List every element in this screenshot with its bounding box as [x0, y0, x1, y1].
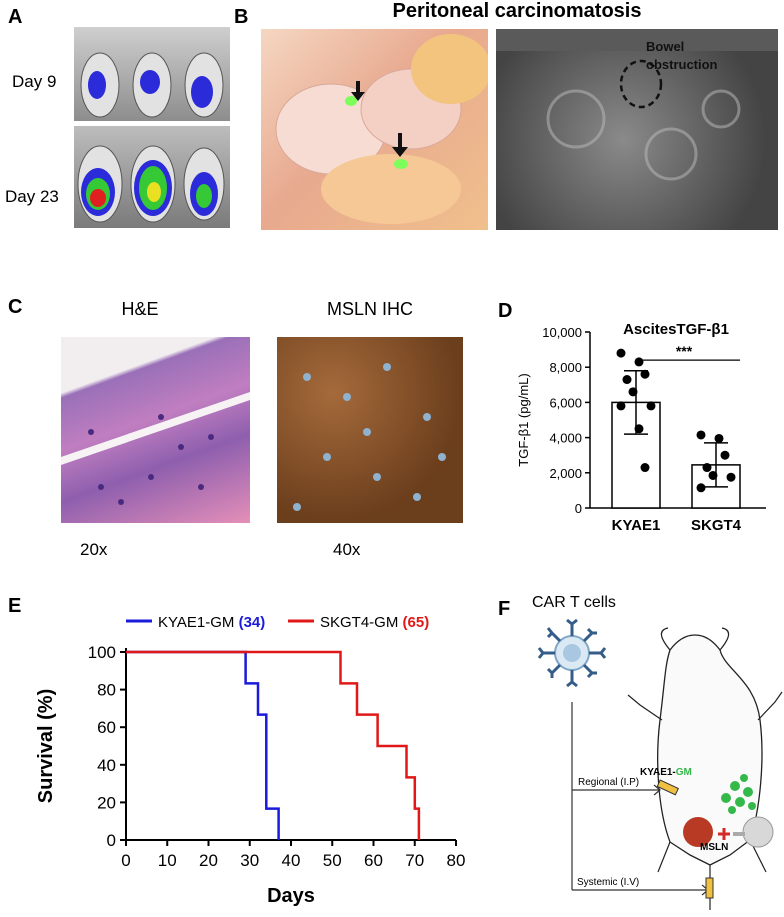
- y-axis-label: TGF-β1 (pg/mL): [516, 373, 531, 466]
- regional-label: Regional (I.P): [578, 777, 640, 788]
- chart-title: AscitesTGF-β1: [623, 321, 729, 338]
- abdominal-photo-drawing: [275, 34, 488, 224]
- he-stain-image: [61, 337, 250, 523]
- ultrasound-image: Bowel obstruction: [496, 29, 778, 230]
- survival-curve: [126, 650, 280, 840]
- day9-label: Day 9: [12, 72, 57, 91]
- car-t-schematic: [537, 618, 783, 910]
- significance-label: ***: [676, 343, 693, 359]
- day9-mice-image: [74, 27, 230, 121]
- y-axis-label: Survival (%): [35, 689, 57, 803]
- y-tick-label: 80: [97, 681, 116, 700]
- data-point: [702, 463, 712, 473]
- x-tick-label: 30: [240, 851, 259, 870]
- panel-b-title: Peritoneal carcinomatosis: [392, 0, 642, 22]
- ultrasound-drawing: [496, 29, 778, 181]
- x-tick-label: 10: [158, 851, 177, 870]
- y-tick-label: 100: [88, 643, 116, 662]
- mouse-outline: [627, 627, 783, 910]
- x-category-label: KYAE1: [612, 517, 661, 534]
- y-tick-label: 20: [97, 793, 116, 812]
- he-title: H&E: [121, 299, 159, 319]
- bowel-obstruction-label: Bowel obstruction: [646, 38, 718, 74]
- data-point: [634, 424, 644, 434]
- abdominal-photo: [261, 29, 488, 230]
- x-axis-label: Days: [267, 885, 315, 907]
- tumor-icon: [683, 817, 713, 847]
- data-point: [708, 470, 718, 480]
- survival-curve: [126, 650, 421, 840]
- y-tick-label: 2,000: [549, 466, 582, 481]
- y-tick-label: 0: [575, 501, 582, 516]
- panel-c-letter: C: [8, 296, 23, 318]
- x-tick-label: 0: [121, 851, 130, 870]
- kyae1-gm-label: KYAE1-GM: [640, 767, 692, 778]
- msln-ihc-drawing: [293, 363, 446, 511]
- kyae1-prefix: KYAE1-: [640, 767, 676, 778]
- legend-label: SKGT4-GM (65): [320, 614, 429, 631]
- msln-ihc-title: MSLN IHC: [326, 299, 413, 319]
- ihc-magnification: 40x: [333, 540, 361, 559]
- survival-chart: 0 20 40 60 80 100 0 10 20 30 40 50 60 70 80 Days Surviva…: [35, 614, 466, 907]
- he-magnification: 20x: [80, 540, 108, 559]
- data-point: [616, 401, 626, 411]
- annotation-line-2: obstruction: [646, 57, 718, 72]
- day9-mice-drawing: [80, 52, 224, 118]
- day23-label: Day 23: [5, 187, 59, 206]
- legend-median: (65): [403, 614, 430, 631]
- y-tick-label: 6,000: [549, 395, 582, 410]
- legend-median: (34): [239, 614, 266, 631]
- day23-mice-image: [74, 126, 230, 228]
- data-point: [720, 450, 730, 460]
- y-tick-label: 10,000: [542, 325, 582, 340]
- day23-mice-drawing: [77, 145, 225, 223]
- panel-e-letter: E: [8, 595, 22, 617]
- msln-label: MSLN: [700, 842, 729, 853]
- panel-f-letter: F: [498, 598, 511, 620]
- data-point: [634, 357, 644, 367]
- data-point: [622, 375, 632, 385]
- panel-b-letter: B: [234, 6, 249, 28]
- plus-icon: [718, 828, 730, 840]
- legend-series-name: KYAE1-GM: [158, 614, 239, 631]
- x-tick-label: 60: [364, 851, 383, 870]
- gm-suffix: GM: [675, 767, 692, 778]
- systemic-label: Systemic (I.V): [577, 877, 640, 888]
- y-tick-label: 8,000: [549, 360, 582, 375]
- data-point: [628, 387, 638, 397]
- tumor-negative-icon: [742, 816, 774, 848]
- msln-ihc-image: [277, 337, 463, 523]
- data-point: [646, 401, 656, 411]
- x-tick-label: 50: [323, 851, 342, 870]
- tgf-beta-bar-chart: AscitesTGF-β1 0 2,000 4,000 6,000 8,000 10,000…: [516, 321, 766, 534]
- gm-particles-icon: [721, 774, 756, 814]
- data-point: [714, 433, 724, 443]
- syringe-icon: [656, 779, 714, 899]
- car-t-title: CAR T cells: [532, 594, 616, 611]
- y-tick-label: 40: [97, 756, 116, 775]
- panel-d-letter: D: [498, 300, 513, 322]
- annotation-line-1: Bowel: [646, 39, 685, 54]
- data-point: [696, 483, 706, 493]
- car-t-cell-icon: [537, 618, 607, 688]
- x-category-label: SKGT4: [691, 517, 742, 534]
- x-tick-label: 80: [447, 851, 466, 870]
- panel-a-letter: A: [8, 6, 23, 28]
- legend-series-name: SKGT4-GM: [320, 614, 403, 631]
- data-point: [640, 369, 650, 379]
- data-point: [616, 348, 626, 358]
- x-tick-label: 40: [282, 851, 301, 870]
- y-tick-label: 60: [97, 718, 116, 737]
- x-tick-label: 20: [199, 851, 218, 870]
- data-point: [726, 472, 736, 482]
- legend-label: KYAE1-GM (34): [158, 614, 265, 631]
- x-tick-label: 70: [405, 851, 424, 870]
- data-point: [696, 430, 706, 440]
- data-point: [640, 463, 650, 473]
- y-tick-label: 4,000: [549, 431, 582, 446]
- he-stain-drawing: [61, 392, 250, 505]
- y-tick-label: 0: [107, 831, 116, 850]
